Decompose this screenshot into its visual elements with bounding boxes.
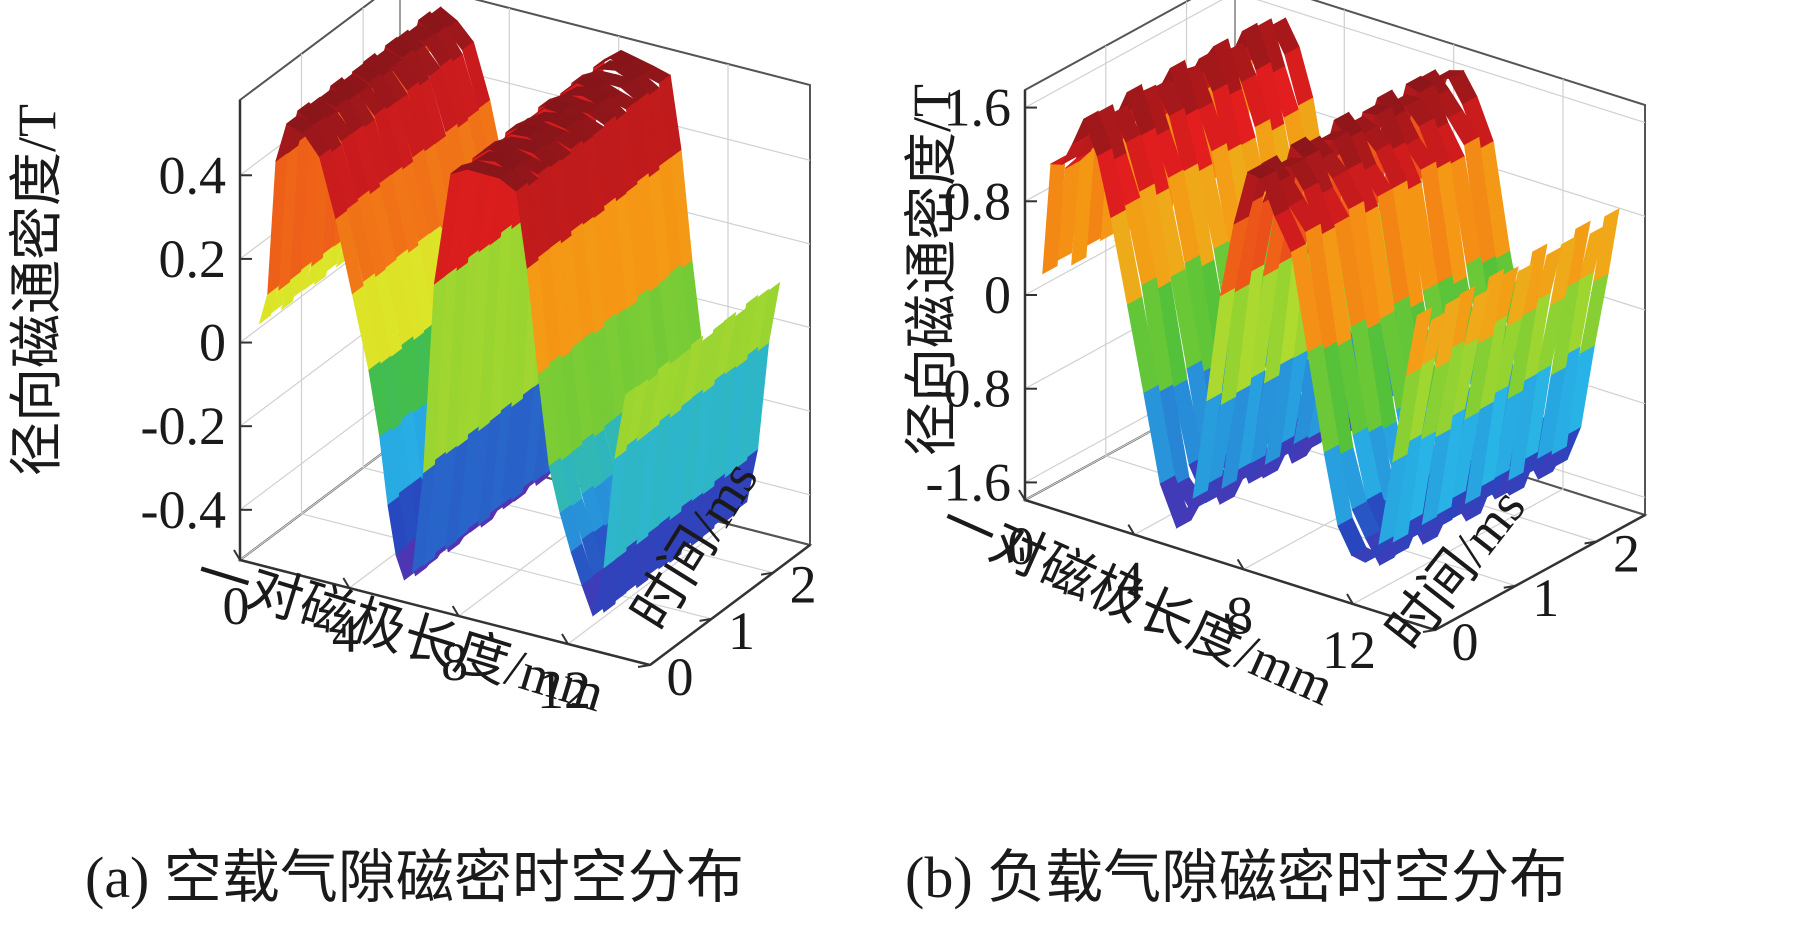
panel-b-ytick-0 [1422,629,1436,633]
caption-a: (a) 空载气隙磁密时空分布 [85,845,744,910]
panel-a-surface-patch [636,372,660,443]
panel-b-ztick-label: -0.8 [926,359,1011,419]
panel-b-xtick-3 [1346,593,1354,605]
panel-b-xtick-2 [1236,558,1245,570]
panel-b-ytick-1 [1503,584,1516,589]
panel-a-ytick-label: 2 [790,555,817,615]
panel-a-ztick-label: 0.4 [159,145,227,205]
panel-b-ztick-label: 0 [984,265,1011,325]
panel-b-xlabel: 一对磁极长度/mm [932,490,1343,717]
panel-a-xtick-2 [451,605,460,617]
caption-b: (b) 负载气隙磁密时空分布 [905,845,1568,910]
panel-b-ytick-label: 0 [1452,612,1479,672]
panel-b-ztick-label: 0.8 [944,171,1012,231]
panel-b-surface-patch [1506,263,1534,327]
panel-a-x-axis [239,558,651,667]
panel-a-xtick-3 [561,633,569,645]
panel-a-xtick-label: 8 [441,632,468,692]
panel-a-surface [258,6,781,617]
panel-b-xtick-label: 12 [1322,620,1376,680]
panel-b-surface-patch [1420,311,1447,366]
panel-b-zgrid-4 [1024,0,1646,124]
panel-b-surface-patch [1535,246,1563,301]
panel-a-ytick-label: 0 [667,647,694,707]
panel-b-ytick-label: 1 [1532,568,1559,628]
panel-a-xgrid-3 [567,64,729,645]
panel-b-xtick-label: 0 [1008,516,1035,576]
panel-a-xlabel: 一对磁极长度/mm [189,542,611,723]
panel-a-xtick-label: 0 [223,576,250,636]
panel-b-y-axis [1434,513,1646,632]
panel-b-x-axis [1024,498,1436,632]
panel-b-surface-patch [1578,225,1606,281]
panel-a-ztick-label: 0 [199,313,226,373]
panel-a-ztick-label: -0.4 [141,480,226,540]
panel-a-surface-patch [691,331,715,399]
panel-b-xgrid-3 [1352,79,1564,605]
panel-b: -1.6 -0.8 0 0.8 1.6 0 4 8 12 0 1 2 径向磁通密度/T 一对磁极长度/mm… [900,0,1806,935]
panel-a-xtick-label: 4 [332,604,359,664]
panel-a-ytick-1 [699,617,712,622]
panel-b-ztick-label: -1.6 [926,452,1011,512]
panel-a-ytick-label: 1 [728,601,755,661]
panel-a-xtick-1 [342,577,351,589]
panel-b-surface-patch [1405,306,1433,377]
panel-a-zlabel: 径向磁通密度/T [7,104,67,476]
panel-a-xtick-0 [233,549,241,561]
panel-a-surface-patch [614,385,638,460]
panel-b-xtick-0 [1018,489,1026,501]
panel-b-xtick-label: 4 [1117,551,1144,611]
panel-a-y-axis [649,544,811,666]
panel-a-xtick-label: 12 [537,660,591,720]
panel-a-chart: -0.4-0.200.20.40 4 8 12 012径向磁通密度/T一对磁极长度/mm… [7,0,817,723]
panel-b-ztick-label: 1.6 [944,78,1012,138]
panel-a-ztick-label: 0.2 [159,229,227,289]
panel-a-ztick-label: -0.2 [141,396,226,456]
panel-a-ytick-0 [637,664,651,668]
panel-a-surface-patch [757,281,781,352]
panel-a-surface-patch [724,307,748,375]
panel-a: -0.4 -0.2 0 0.2 0.4 0 4 8 12 0 1 2 径向磁通密度/T 一对磁极长度/mm… [0,0,900,935]
panel-a-ytick-2 [760,571,774,576]
panel-b-xtick-1 [1127,524,1136,536]
panel-b-zlabel: 径向磁通密度/T [902,84,962,456]
panel-b-ytick-label: 2 [1613,524,1640,584]
panel-b-ytick-2 [1584,540,1597,545]
panel-b-xtick-label: 8 [1226,585,1253,645]
panel-b-surface [1042,17,1620,567]
panel-b-surface-patch [1549,236,1577,306]
panel-b-surface-patch [1463,288,1490,347]
